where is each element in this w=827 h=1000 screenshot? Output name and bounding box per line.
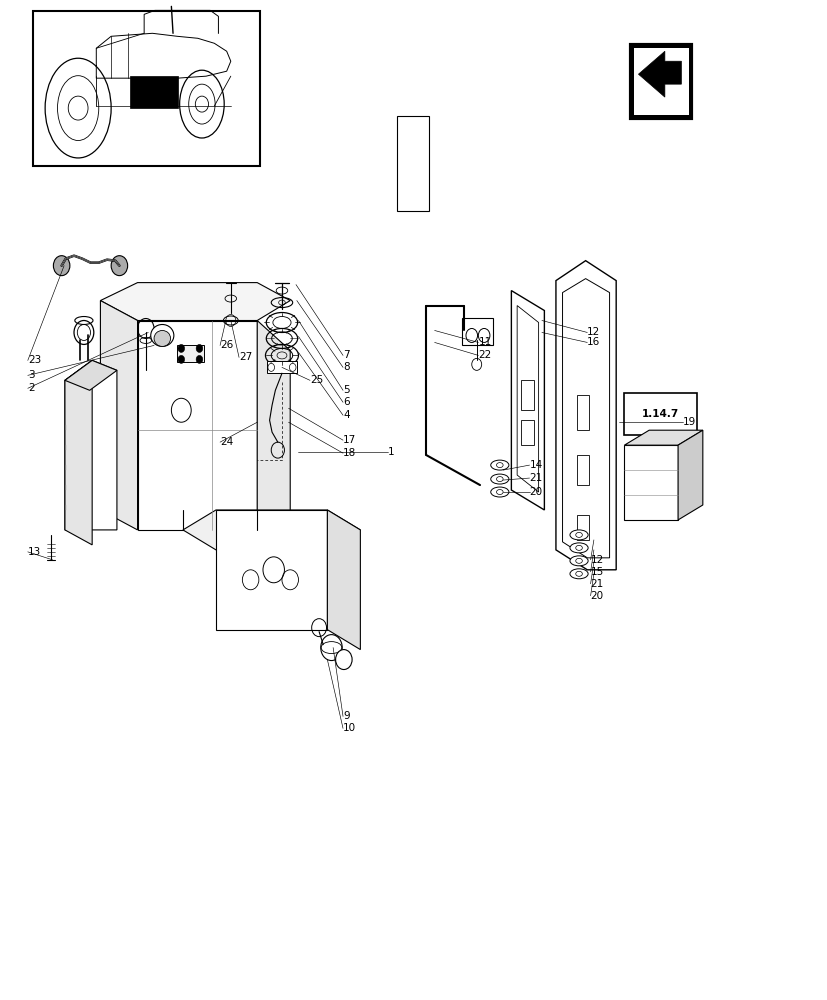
Text: 6: 6 (342, 397, 349, 407)
Text: 21: 21 (529, 473, 543, 483)
Text: 9: 9 (342, 711, 349, 721)
Bar (576, 395, 588, 430)
Polygon shape (677, 430, 702, 520)
Polygon shape (177, 345, 203, 362)
Text: 13: 13 (28, 547, 41, 557)
Polygon shape (327, 510, 360, 650)
Bar (633, 48, 688, 115)
Text: 18: 18 (342, 448, 356, 458)
Polygon shape (65, 360, 92, 545)
Bar (629, 44, 691, 119)
Text: 21: 21 (590, 579, 603, 589)
Ellipse shape (154, 330, 170, 346)
Polygon shape (638, 51, 681, 97)
Text: 3: 3 (28, 370, 35, 380)
Bar (624, 445, 677, 520)
Bar (33, 11, 260, 166)
Text: 5: 5 (342, 385, 349, 395)
Text: 20: 20 (529, 487, 542, 497)
Text: 10: 10 (342, 723, 356, 733)
Bar (130, 76, 178, 108)
Polygon shape (137, 320, 257, 530)
Ellipse shape (490, 460, 509, 470)
Polygon shape (624, 430, 702, 445)
Circle shape (335, 650, 351, 670)
Bar (461, 318, 493, 345)
Circle shape (178, 355, 184, 363)
Polygon shape (216, 510, 327, 630)
Circle shape (178, 344, 184, 352)
Circle shape (196, 344, 203, 352)
Text: 12: 12 (586, 327, 600, 337)
Text: 16: 16 (586, 337, 600, 347)
Ellipse shape (490, 487, 509, 497)
Text: 1: 1 (387, 447, 394, 457)
Ellipse shape (569, 530, 587, 540)
Text: 20: 20 (590, 591, 603, 601)
Text: 8: 8 (342, 362, 349, 372)
Text: 12: 12 (590, 555, 603, 565)
Circle shape (53, 256, 69, 276)
Ellipse shape (569, 569, 587, 579)
Polygon shape (257, 320, 290, 550)
Text: 17: 17 (342, 435, 356, 445)
Text: 22: 22 (478, 350, 491, 360)
Polygon shape (100, 301, 137, 530)
Text: 4: 4 (342, 410, 349, 420)
Bar (624, 393, 696, 435)
Polygon shape (65, 360, 117, 530)
Polygon shape (562, 279, 609, 558)
Bar (576, 455, 588, 485)
Bar (521, 420, 533, 445)
Ellipse shape (151, 324, 174, 346)
Bar (576, 515, 588, 540)
Text: 23: 23 (28, 355, 41, 365)
Ellipse shape (569, 543, 587, 553)
Bar (521, 380, 533, 410)
Text: 27: 27 (239, 352, 252, 362)
Text: 26: 26 (220, 340, 233, 350)
Text: 25: 25 (309, 375, 323, 385)
Polygon shape (100, 283, 290, 320)
Text: 14: 14 (529, 460, 543, 470)
Bar (397, 116, 428, 211)
Bar (267, 361, 296, 373)
Text: 24: 24 (220, 437, 233, 447)
Text: 19: 19 (682, 417, 696, 427)
Ellipse shape (490, 474, 509, 484)
Polygon shape (511, 291, 543, 510)
Ellipse shape (569, 556, 587, 566)
Text: 2: 2 (28, 383, 35, 393)
Text: 7: 7 (342, 350, 349, 360)
Bar (629, 44, 691, 119)
Circle shape (111, 256, 127, 276)
Polygon shape (555, 261, 615, 570)
Polygon shape (517, 306, 538, 492)
Circle shape (320, 635, 342, 661)
Text: 1.14.7: 1.14.7 (642, 409, 678, 419)
Text: 11: 11 (478, 337, 491, 347)
Polygon shape (183, 510, 360, 550)
Polygon shape (65, 360, 117, 390)
Circle shape (196, 355, 203, 363)
Text: 15: 15 (590, 567, 603, 577)
